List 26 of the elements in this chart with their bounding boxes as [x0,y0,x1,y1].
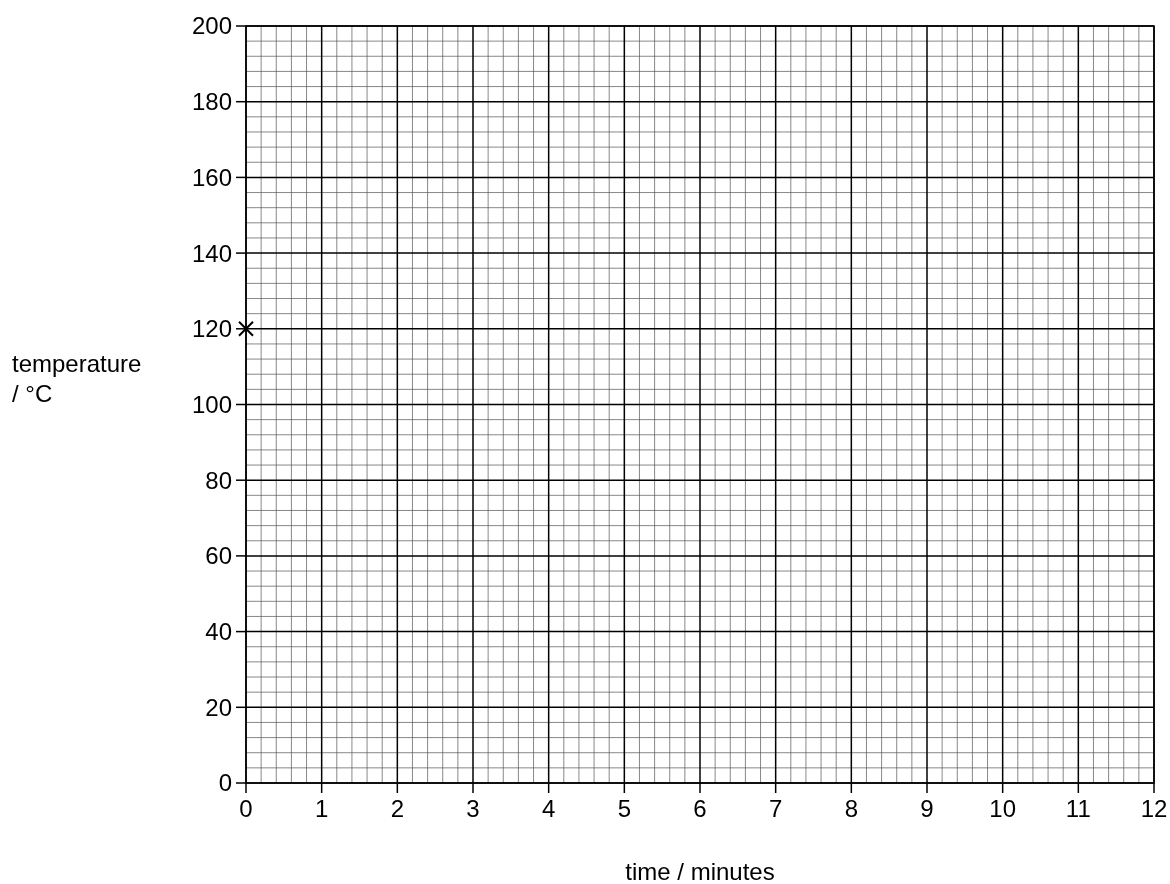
x-tick-label: 1 [314,795,329,822]
x-tick-label: 11 [1065,795,1091,822]
y-tick-label: 20 [205,693,232,721]
y-tick-label: 120 [191,315,232,343]
x-tick-label: 5 [617,795,632,822]
x-tick-label: 2 [390,795,405,822]
x-tick-label: 6 [693,795,707,822]
x-tick-label: 4 [541,795,556,822]
x-tick-label: 7 [768,795,783,822]
y-tick-label: 140 [191,239,232,267]
x-tick-label: 12 [1140,795,1168,822]
y-axis-title: temperature / °C [12,350,142,407]
y-tick-label: 40 [205,618,232,645]
x-tick-label: 9 [920,795,934,822]
x-tick-label: 0 [239,795,253,822]
y-tick-label: 160 [191,163,232,191]
x-tick-label: 10 [989,795,1017,822]
y-tick-label: 200 [191,12,232,40]
x-axis-title: time / minutes [625,858,775,884]
y-tick-label: 80 [205,466,232,494]
y-tick-label: 180 [191,88,232,116]
x-tick-label: 3 [466,795,480,822]
y-tick-label: 100 [191,390,232,418]
y-tick-label: 0 [218,769,232,797]
y-tick-label: 60 [205,542,232,570]
x-tick-label: 8 [844,795,859,822]
